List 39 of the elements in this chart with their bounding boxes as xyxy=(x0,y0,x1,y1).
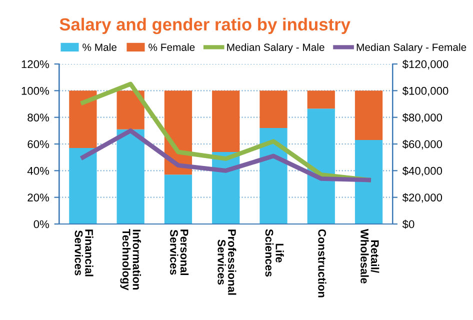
bar xyxy=(116,90,144,130)
x-tick-label: Financial Services xyxy=(74,230,94,276)
bar xyxy=(212,90,240,152)
y2-tick-label: $60,000 xyxy=(402,140,442,150)
y-tick-label: 0% xyxy=(34,220,50,228)
x-tick-label: Construction xyxy=(318,229,326,298)
y2-tick-label: $20,000 xyxy=(402,193,442,203)
legend-label: % Female xyxy=(148,43,195,51)
line-series xyxy=(80,82,371,182)
chart-title: Salary and gender ratio by industry xyxy=(60,18,350,34)
bar xyxy=(164,174,192,224)
y-tick-label: 80% xyxy=(28,114,50,122)
y2-tick-label: $100,000 xyxy=(402,86,448,96)
bar xyxy=(354,140,383,224)
legend-label: Median Salary - Male xyxy=(227,43,324,54)
bar xyxy=(69,148,97,224)
line-series xyxy=(80,128,371,182)
legend-label: % Male xyxy=(82,43,117,51)
bar xyxy=(307,90,335,109)
y-tick-label: 100% xyxy=(22,86,50,95)
bar xyxy=(260,90,288,128)
x-tick-label: Life Sciences xyxy=(265,229,284,277)
x-tick-label: Personal Services xyxy=(170,230,189,276)
bar xyxy=(354,90,383,140)
bar xyxy=(116,129,144,224)
y2-tick-label: $80,000 xyxy=(402,113,442,123)
y-tick-label: 40% xyxy=(27,166,50,175)
legend-label: Median Salary - Female xyxy=(356,43,466,54)
x-tick-label: Information Technology xyxy=(120,228,141,290)
y-tick-label: 60% xyxy=(28,140,50,148)
y2-tick-label: $120,000 xyxy=(402,60,448,70)
x-tick-label: Retail/ Wholesale xyxy=(360,228,380,284)
y2-tick-label: $0 xyxy=(402,220,414,229)
y-tick-label: 120% xyxy=(22,60,50,68)
y2-tick-label: $40,000 xyxy=(402,166,442,176)
bar xyxy=(307,108,335,224)
x-tick-label: Professional Services xyxy=(218,230,236,295)
bar xyxy=(69,90,97,148)
y-tick-label: 20% xyxy=(28,194,50,202)
